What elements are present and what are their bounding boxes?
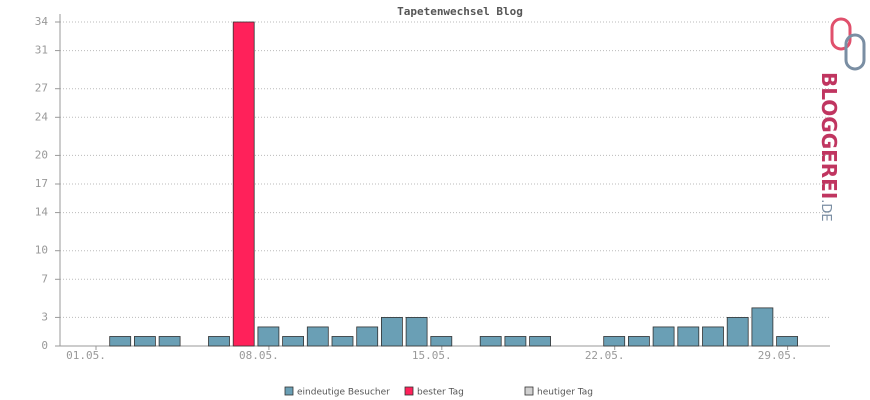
bar bbox=[405, 317, 428, 347]
bar bbox=[603, 336, 626, 347]
x-tick-label: 08.05. bbox=[239, 349, 279, 362]
x-tick-label: 22.05. bbox=[585, 349, 625, 362]
bar bbox=[109, 336, 132, 347]
y-tick-label: 3 bbox=[41, 310, 48, 323]
bar bbox=[133, 336, 156, 347]
logo-icon bbox=[830, 17, 852, 51]
y-tick-label: 0 bbox=[41, 339, 48, 352]
x-tick-label: 01.05. bbox=[66, 349, 106, 362]
bar bbox=[652, 326, 675, 347]
legend-label: bester Tag bbox=[417, 388, 464, 398]
y-tick-label: 20 bbox=[35, 148, 48, 161]
y-tick-label: 7 bbox=[41, 272, 48, 285]
logo: BLOGGEREI.DE bbox=[817, 17, 866, 222]
bar bbox=[504, 336, 527, 347]
bar bbox=[529, 336, 551, 347]
y-tick-label: 27 bbox=[35, 82, 48, 95]
bar bbox=[158, 336, 181, 347]
bar bbox=[306, 326, 329, 347]
bar bbox=[628, 336, 650, 347]
y-tick-label: 14 bbox=[35, 206, 49, 219]
x-tick-label: 15.05. bbox=[412, 349, 452, 362]
bar bbox=[430, 336, 453, 347]
y-tick-label: 24 bbox=[35, 110, 49, 123]
bar bbox=[331, 336, 354, 347]
bar bbox=[677, 326, 700, 347]
bar bbox=[751, 307, 774, 347]
logo-suffix: .DE bbox=[818, 199, 833, 221]
logo-text: BLOGGEREI.DE bbox=[817, 72, 841, 222]
bar bbox=[208, 336, 230, 347]
logo-main: BLOGGEREI bbox=[817, 72, 841, 199]
x-tick-label: 29.05. bbox=[758, 349, 798, 362]
legend-label: eindeutige Besucher bbox=[297, 388, 390, 398]
legend-swatch bbox=[404, 386, 414, 396]
legend-swatch bbox=[524, 386, 534, 396]
y-tick-label: 10 bbox=[35, 244, 48, 257]
bar bbox=[380, 317, 403, 347]
y-tick-label: 17 bbox=[35, 177, 48, 190]
bar bbox=[726, 317, 749, 347]
y-tick-label: 31 bbox=[35, 44, 48, 57]
y-tick-label: 34 bbox=[35, 15, 49, 28]
bar bbox=[702, 326, 724, 347]
bar bbox=[479, 336, 502, 347]
bar bbox=[282, 336, 305, 347]
legend-swatch bbox=[284, 386, 294, 396]
legend-label: heutiger Tag bbox=[537, 388, 593, 398]
bar bbox=[356, 326, 379, 347]
logo-icon bbox=[844, 33, 866, 71]
bar bbox=[776, 336, 798, 347]
bar bbox=[257, 326, 280, 347]
chart-title: Tapetenwechsel Blog bbox=[397, 5, 523, 18]
bar bbox=[232, 21, 255, 347]
